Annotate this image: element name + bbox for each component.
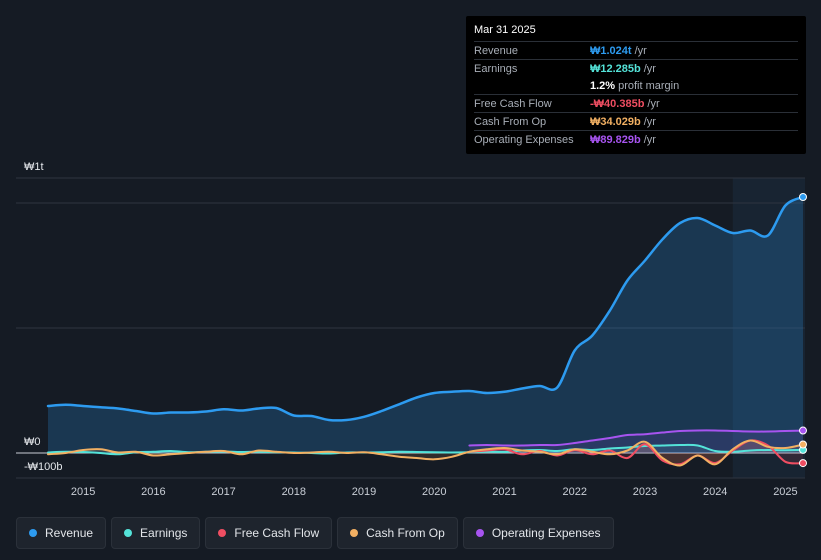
x-tick-label: 2017 [211,486,235,498]
chart-canvas: ₩1t ₩0 -₩100b 2015 2016 2017 2018 2019 2020 2021… [16,161,807,498]
x-tick-label: 2020 [422,486,446,498]
x-tick-label: 2015 [71,486,95,498]
area-revenue [48,197,803,453]
x-tick-label: 2016 [141,486,165,498]
line-earnings [47,443,804,456]
legend-item-operating-expenses[interactable]: Operating Expenses [462,517,614,549]
tooltip-value: -₩40.385b [590,97,645,110]
legend-dot-icon [218,529,227,537]
tooltip-row-fcf: Free Cash Flow -₩40.385b /yr [474,94,798,112]
tooltip-row-margin: 1.2% profit margin [474,77,798,94]
tooltip-label: Earnings [474,62,518,75]
legend-label: Earnings [140,526,188,540]
tooltip-label: Cash From Op [474,115,547,128]
x-tick-label: 2019 [352,486,376,498]
x-tick-label: 2018 [282,486,306,498]
series-areas [48,197,803,466]
line-operating-expenses [468,429,804,447]
tooltip-date: Mar 31 2025 [474,24,536,36]
tooltip-value: 1.2% [590,79,616,92]
legend-item-cash-from-op[interactable]: Cash From Op [337,517,458,549]
tooltip-label: Free Cash Flow [474,97,552,110]
area-free-cash-flow [469,440,803,465]
legend-label: Cash From Op [366,526,445,540]
tooltip-unit: /yr [643,133,656,146]
tooltip-unit: profit margin [618,79,680,92]
area-operating-expenses [469,430,803,453]
legend-label: Operating Expenses [491,526,601,540]
line-revenue [46,195,805,422]
tooltip-unit: /yr [634,44,647,57]
tooltip-value: ₩89.829b [590,133,641,146]
tooltip: Mar 31 2025 Revenue ₩1.024t /yr Earnings… [466,16,806,154]
legend-label: Free Cash Flow [234,526,320,540]
tooltip-row-earnings: Earnings ₩12.285b /yr [474,59,798,77]
legend: Revenue Earnings Free Cash Flow Cash Fro… [16,517,614,549]
x-tick-label: 2024 [703,486,727,498]
tooltip-row-cfo: Cash From Op ₩34.029b /yr [474,112,798,130]
legend-dot-icon [124,529,133,537]
y-axis: ₩1t ₩0 -₩100b [24,161,63,473]
endpoint-revenue [799,193,807,201]
line-cash-from-op [47,439,804,467]
y-tick-label: -₩100b [24,461,63,473]
tooltip-value: ₩12.285b [590,62,641,75]
series-endpoints [799,193,807,468]
tooltip-value: ₩1.024t [590,44,632,57]
y-tick-label: ₩0 [24,436,41,448]
endpoint-cash-from-op [799,440,807,449]
legend-item-revenue[interactable]: Revenue [16,517,107,549]
y-tick-label: ₩1t [24,161,44,173]
x-tick-label: 2025 [773,486,797,498]
x-tick-label: 2021 [492,486,516,498]
x-tick-label: 2022 [563,486,587,498]
x-axis: 2015 2016 2017 2018 2019 2020 2021 2022 2023 2024… [71,486,798,498]
legend-item-earnings[interactable]: Earnings [111,517,201,549]
tooltip-unit: /yr [647,97,660,110]
tooltip-row-revenue: Revenue ₩1.024t /yr [474,41,798,59]
legend-dot-icon [350,529,359,537]
tooltip-label: Operating Expenses [474,133,574,146]
legend-dot-icon [475,529,484,537]
tooltip-unit: /yr [643,115,656,128]
grid-lines [16,177,805,479]
tooltip-unit: /yr [643,62,656,75]
tooltip-label: Revenue [474,44,519,57]
tooltip-row-opex: Operating Expenses ₩89.829b /yr [474,130,798,148]
legend-label: Revenue [45,526,94,540]
x-tick-label: 2023 [633,486,657,498]
endpoint-free-cash-flow [799,459,807,468]
legend-item-free-cash-flow[interactable]: Free Cash Flow [205,517,333,549]
series-lines [46,195,805,467]
endpoint-operating-expenses [799,426,807,435]
tooltip-value: ₩34.029b [590,115,641,128]
legend-dot-icon [29,529,37,537]
